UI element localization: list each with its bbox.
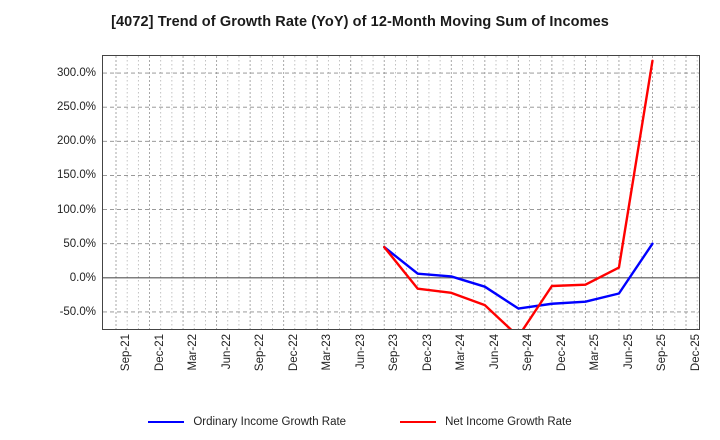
x-axis-tick-label: Mar-25 bbox=[589, 334, 602, 371]
y-axis-labels: -50.0% 0.0% 50.0% 100.0% 150.0% 200.0% 250.0% 3… bbox=[0, 55, 96, 330]
plot-area bbox=[102, 55, 700, 330]
x-axis-tick-label: Dec-22 bbox=[287, 334, 300, 372]
x-axis-tick-label: Sep-21 bbox=[120, 334, 132, 372]
x-axis-tick-label: Jun-23 bbox=[354, 334, 367, 370]
legend-label: Net Income Growth Rate bbox=[445, 416, 572, 428]
y-axis-tick-label: 300.0% bbox=[56, 67, 96, 80]
x-axis-tick-label: Sep-23 bbox=[388, 334, 401, 372]
y-axis-tick-label: 200.0% bbox=[56, 135, 96, 148]
page-title: [4072] Trend of Growth Rate (YoY) of 12-… bbox=[111, 14, 609, 30]
y-axis-tick-label: 50.0% bbox=[63, 237, 96, 250]
plot-svg bbox=[103, 56, 699, 329]
x-axis-tick-label: Sep-22 bbox=[254, 334, 267, 372]
legend-label: Ordinary Income Growth Rate bbox=[193, 416, 347, 428]
y-axis-tick-label: 0.0% bbox=[69, 271, 96, 284]
series-line-2 bbox=[383, 59, 654, 329]
x-axis-tick-label: Sep-25 bbox=[656, 334, 669, 372]
legend-color-swatch bbox=[148, 421, 185, 423]
legend-color-swatch bbox=[400, 421, 437, 423]
legend-item[interactable]: Net Income Growth Rate bbox=[400, 416, 572, 428]
x-axis-tick-label: Mar-23 bbox=[321, 334, 334, 371]
x-axis-tick-label: Jun-25 bbox=[622, 334, 635, 370]
x-axis-tick-label: Mar-22 bbox=[187, 334, 200, 371]
x-axis-tick-label: Dec-24 bbox=[555, 334, 568, 372]
y-axis-tick-label: 100.0% bbox=[56, 203, 96, 216]
series-line-1 bbox=[383, 242, 654, 310]
x-axis-tick-label: Dec-21 bbox=[153, 334, 166, 372]
x-axis-tick-label: Jun-24 bbox=[488, 334, 501, 370]
x-axis-tick-label: Mar-24 bbox=[455, 334, 468, 371]
y-axis-tick-label: 250.0% bbox=[56, 101, 96, 114]
legend-item[interactable]: Ordinary Income Growth Rate bbox=[148, 416, 346, 428]
y-axis-tick-label: 150.0% bbox=[56, 169, 96, 182]
x-axis-tick-label: Dec-25 bbox=[690, 334, 702, 372]
x-axis-tick-label: Sep-24 bbox=[522, 334, 535, 372]
x-axis-tick-label: Jun-22 bbox=[220, 334, 233, 370]
x-axis-labels: Sep-21 Dec-21 Mar-22 Jun-22 Sep-22 Dec-22 Mar-… bbox=[102, 334, 702, 404]
y-axis-tick-label: -50.0% bbox=[59, 305, 96, 318]
x-axis-tick-label: Dec-23 bbox=[421, 334, 434, 372]
chart-legend: Ordinary Income Growth Rate Net Income Gr… bbox=[0, 409, 720, 435]
